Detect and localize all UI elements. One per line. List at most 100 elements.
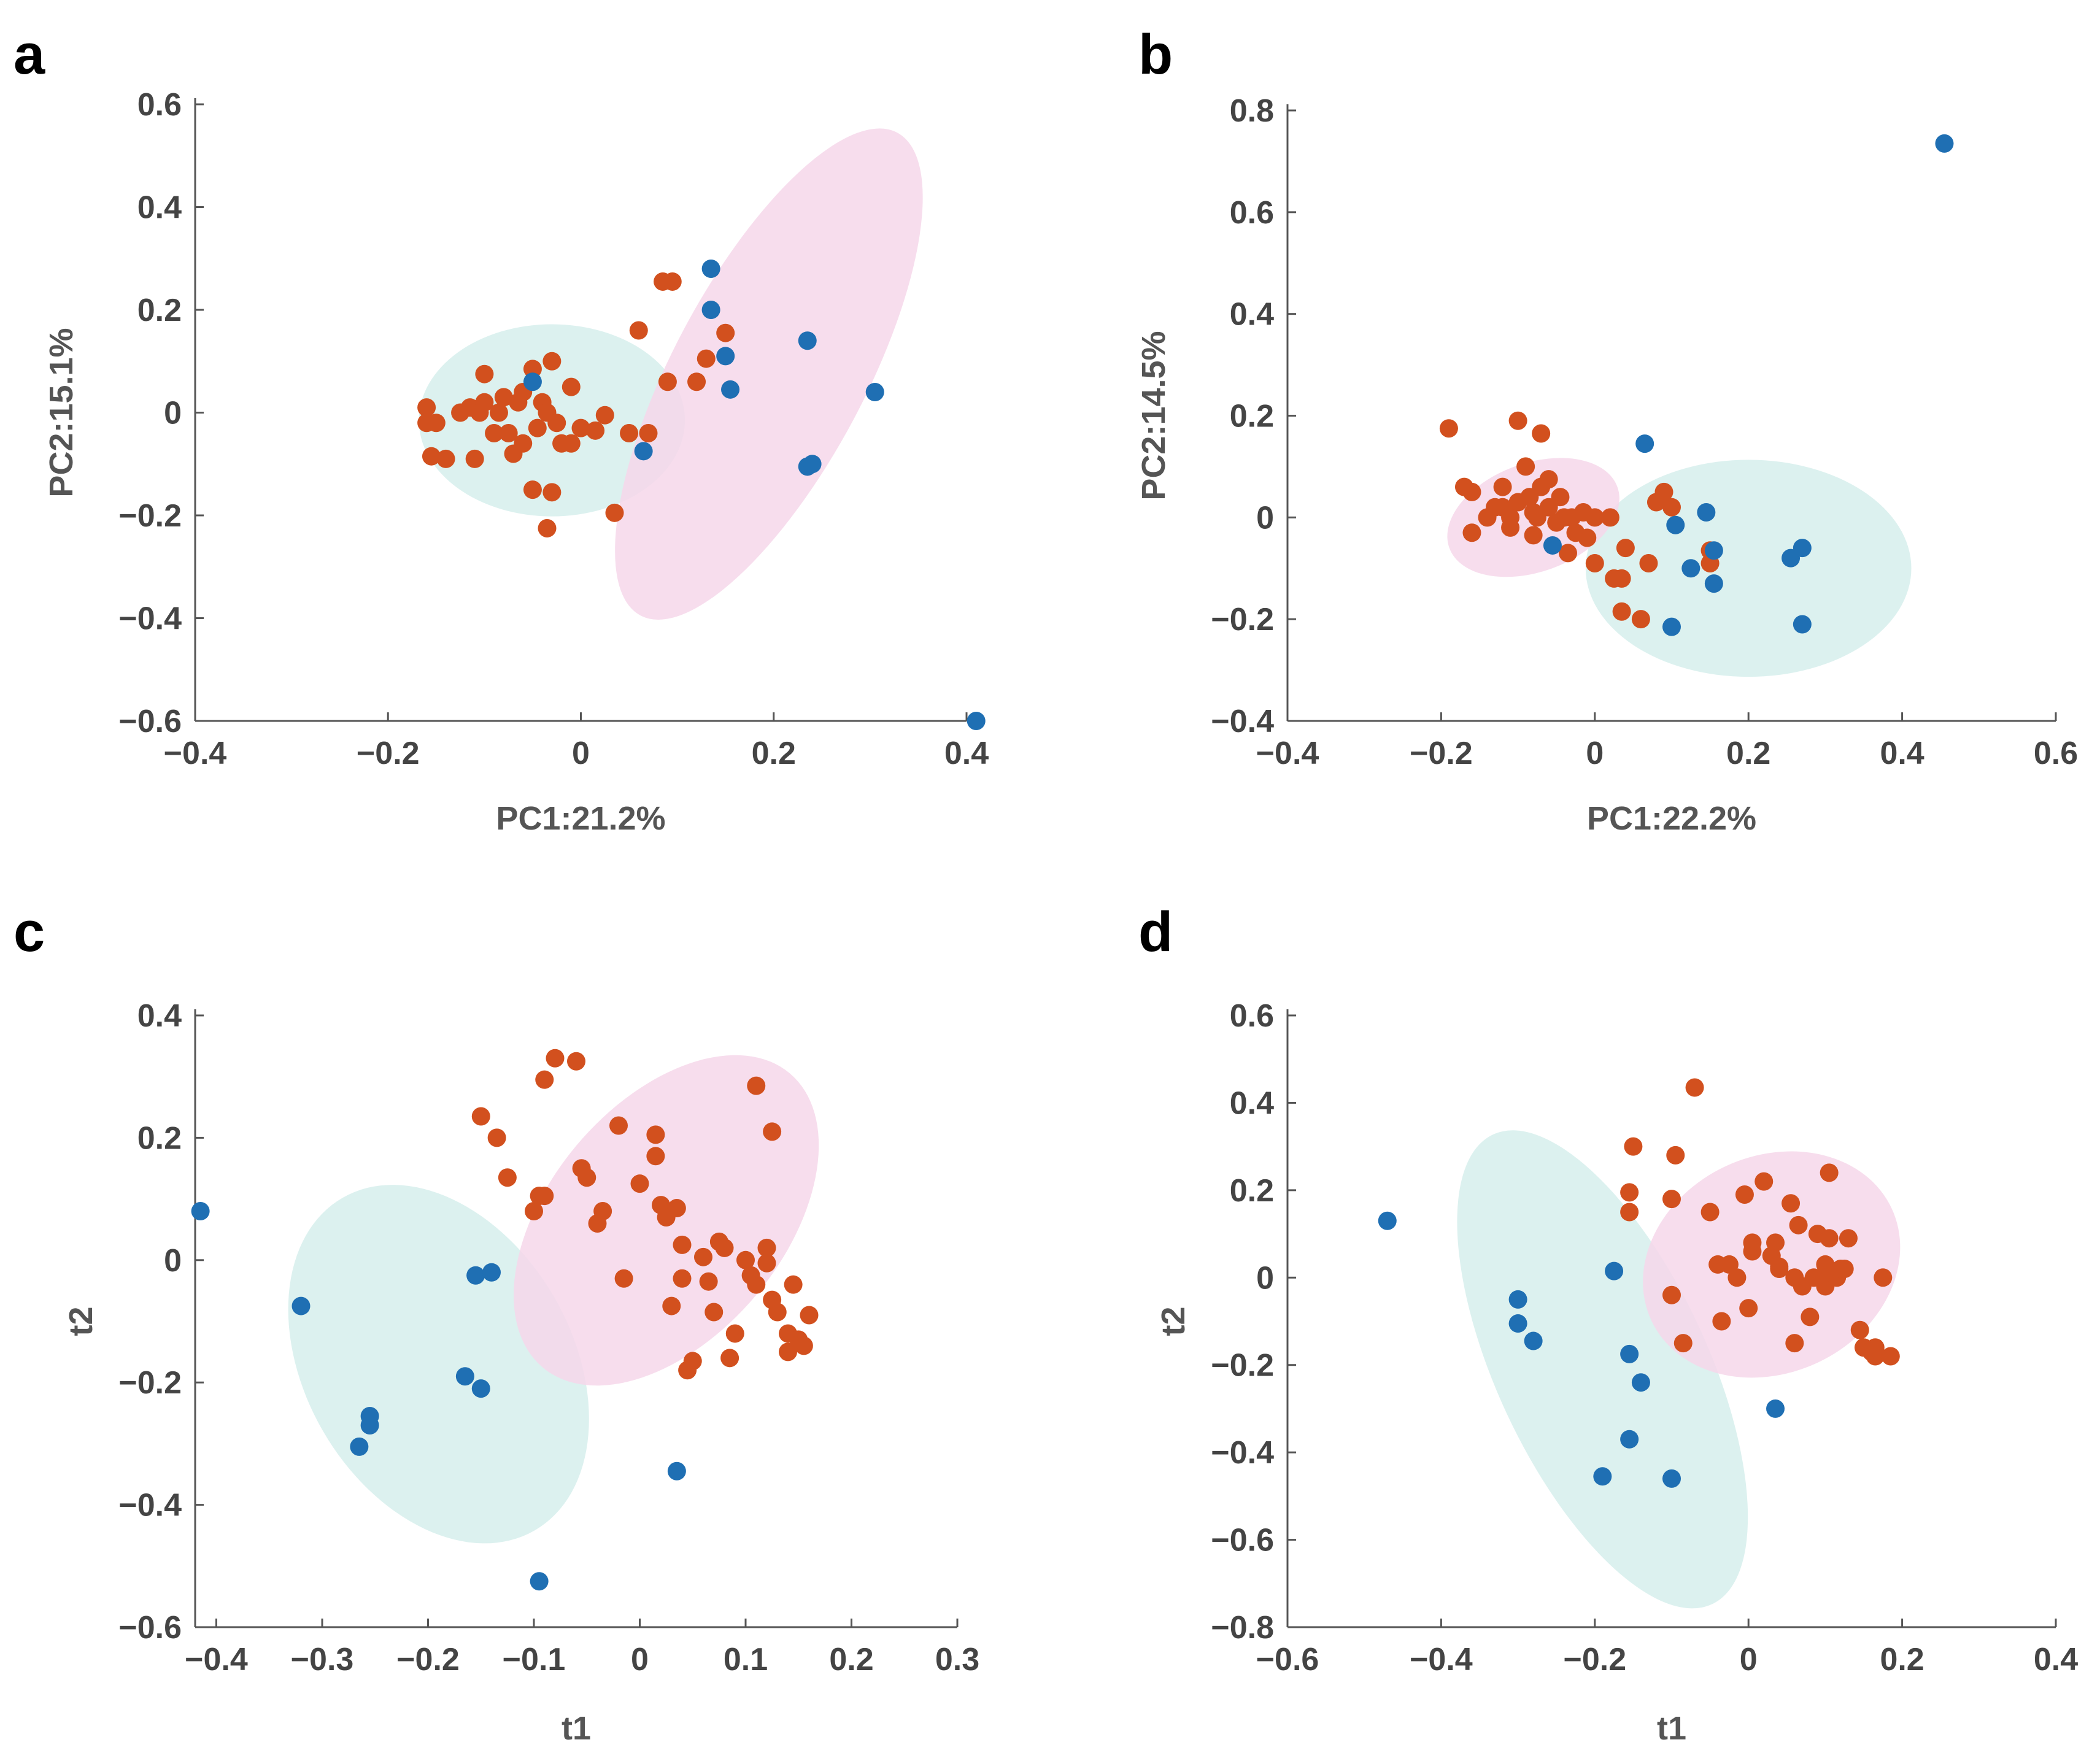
data-point-blue: [471, 1379, 490, 1398]
y-tick-label: 0: [164, 396, 182, 431]
data-point-orange: [542, 483, 562, 502]
data-point-orange: [1739, 1299, 1758, 1318]
data-point-orange: [577, 1168, 596, 1187]
data-point-orange: [1881, 1347, 1900, 1366]
data-point-orange: [571, 418, 590, 437]
data-point-blue: [1543, 536, 1562, 555]
y-tick-label: 0.4: [137, 190, 182, 226]
data-point-blue: [1793, 539, 1812, 558]
data-point-orange: [1801, 1307, 1820, 1327]
data-point-orange: [1501, 518, 1520, 537]
data-point-blue: [1766, 1399, 1785, 1418]
data-point-blue: [482, 1263, 501, 1282]
y-axis-label: PC2:15.1%: [43, 328, 80, 497]
data-point-orange: [538, 518, 557, 537]
data-point-blue: [191, 1202, 210, 1221]
data-point-orange: [417, 398, 436, 417]
data-point-orange: [673, 1269, 692, 1288]
data-point-orange: [1462, 523, 1481, 542]
y-tick-label: 0.6: [1230, 195, 1274, 231]
data-point-orange: [427, 414, 446, 433]
y-tick-label: −0.2: [1211, 1348, 1274, 1384]
data-point-orange: [609, 1116, 628, 1135]
data-point-orange: [528, 418, 547, 437]
data-point-orange: [1620, 1203, 1639, 1222]
data-point-orange: [595, 406, 614, 425]
data-point-blue: [1508, 1290, 1527, 1309]
data-point-blue: [865, 383, 884, 401]
x-tick-label: −0.2: [1410, 736, 1473, 771]
x-tick-label: 0: [572, 736, 590, 771]
data-point-orange: [694, 1247, 712, 1266]
y-tick-label: 0.4: [1230, 297, 1274, 333]
data-point-blue: [360, 1407, 379, 1426]
data-point-orange: [1612, 602, 1631, 621]
data-point-blue: [466, 1266, 485, 1285]
x-tick-label: −0.4: [185, 1642, 248, 1677]
panel-d: −0.6 −0.4 −0.2 0 0.2 0.4−0.8−0.6−0.4−0.200.20…: [1138, 901, 2078, 1747]
data-point-blue: [1697, 503, 1716, 522]
data-point-orange: [509, 393, 528, 412]
x-tick-label: −0.4: [1410, 1642, 1473, 1677]
y-tick-label: 0: [164, 1243, 182, 1279]
data-point-orange: [736, 1250, 755, 1269]
data-point-orange: [1639, 553, 1658, 572]
x-tick-label: 0.2: [752, 736, 796, 771]
x-tick-label: −0.4: [1256, 736, 1319, 771]
data-point-orange: [1532, 424, 1551, 443]
data-point-orange: [768, 1303, 787, 1322]
data-point-orange: [1820, 1229, 1839, 1248]
y-tick-label: −0.6: [118, 1610, 182, 1646]
data-point-orange: [1770, 1257, 1789, 1276]
data-point-orange: [498, 1168, 517, 1187]
y-tick-label: −0.2: [118, 1365, 182, 1401]
data-point-orange: [489, 403, 508, 422]
data-point-orange: [1612, 569, 1631, 588]
data-point-blue: [1793, 615, 1812, 634]
y-tick-label: −0.8: [1211, 1610, 1274, 1646]
data-point-orange: [562, 377, 581, 396]
data-point-orange: [757, 1238, 776, 1257]
data-point-orange: [1662, 498, 1681, 517]
data-point-blue: [716, 347, 735, 366]
data-point-orange: [1666, 1146, 1685, 1165]
data-point-blue: [1704, 541, 1723, 560]
panel-b: −0.4 −0.2 0 0.2 0.4 0.6 −0.4 −0.2 0 0.2 0.4 0.6 0.8 P…: [1135, 23, 2078, 837]
x-tick-label: −0.4: [164, 736, 227, 771]
data-point-orange: [1835, 1260, 1854, 1279]
data-point-orange: [697, 349, 716, 368]
data-point-blue: [530, 1572, 549, 1591]
x-axis-label: t1: [1657, 1710, 1686, 1747]
data-point-orange: [535, 1187, 554, 1206]
x-axis-label: t1: [562, 1710, 591, 1747]
data-point-orange: [1462, 482, 1481, 501]
panel-c: −0.4 −0.3 −0.2 −0.1 0 0.1 0.2 0.3−0.6−0.4−0.200…: [14, 901, 979, 1747]
y-tick-label: −0.4: [1211, 1435, 1274, 1471]
data-point-orange: [1551, 488, 1570, 507]
y-tick-label: −0.2: [1211, 602, 1274, 637]
data-point-orange: [1712, 1312, 1731, 1331]
data-point-orange: [699, 1272, 718, 1291]
y-tick-label: 0.4: [1230, 1085, 1274, 1121]
data-point-orange: [1673, 1334, 1693, 1353]
x-tick-label: 0.6: [2034, 736, 2078, 771]
data-point-orange: [658, 372, 677, 391]
data-point-orange: [1727, 1268, 1747, 1287]
data-point-blue: [967, 712, 986, 730]
data-point-orange: [1874, 1268, 1893, 1287]
x-tick-label: −0.2: [357, 736, 420, 771]
data-point-blue: [1605, 1261, 1624, 1280]
data-point-orange: [725, 1324, 744, 1343]
data-point-blue: [1378, 1211, 1397, 1230]
panel-label: c: [14, 901, 45, 963]
confidence-ellipse-pink: [615, 128, 923, 620]
data-point-orange: [546, 1049, 565, 1068]
x-tick-label: 0: [1586, 736, 1604, 771]
data-point-orange: [475, 364, 494, 383]
data-point-blue: [350, 1437, 369, 1456]
panel-label: b: [1138, 23, 1173, 86]
data-point-orange: [535, 1070, 554, 1089]
x-tick-label: −0.3: [291, 1642, 354, 1677]
data-point-orange: [779, 1342, 797, 1361]
data-point-orange: [1866, 1338, 1885, 1357]
